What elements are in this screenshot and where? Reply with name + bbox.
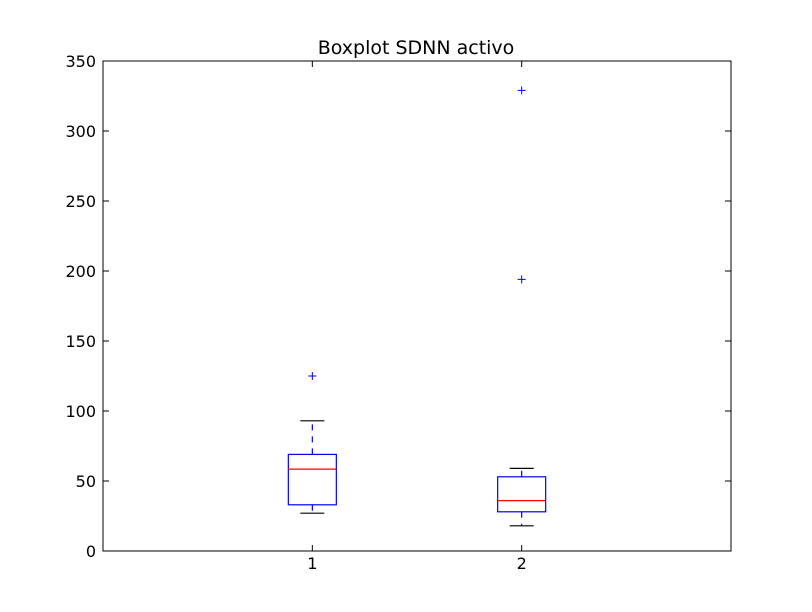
x-tick-label: 2	[517, 554, 527, 573]
y-tick-label: 300	[65, 122, 96, 141]
outlier-point	[517, 275, 526, 284]
y-tick-label: 250	[65, 192, 96, 211]
chart-title: Boxplot SDNN activo	[318, 37, 515, 59]
outlier-point	[517, 86, 526, 95]
box-iqr	[497, 476, 547, 513]
box-iqr	[287, 453, 337, 506]
x-tick-label: 1	[307, 554, 317, 573]
y-tick-label: 150	[65, 332, 96, 351]
y-tick-label: 100	[65, 402, 96, 421]
y-tick-label: 50	[76, 472, 96, 491]
y-tick-label: 0	[86, 542, 96, 561]
y-tick-label: 200	[65, 262, 96, 281]
axes-frame	[102, 60, 732, 552]
plot-area: 0 50 100 150 200 250 300 350 1 2	[65, 52, 732, 573]
y-tick-label: 350	[65, 52, 96, 71]
outlier-point	[308, 372, 317, 380]
